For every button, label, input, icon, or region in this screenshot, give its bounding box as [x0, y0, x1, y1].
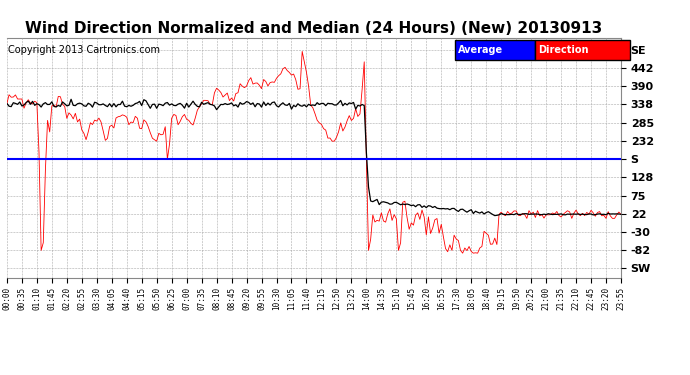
Text: Average: Average: [458, 45, 504, 55]
Title: Wind Direction Normalized and Median (24 Hours) (New) 20130913: Wind Direction Normalized and Median (24…: [26, 21, 602, 36]
Text: Copyright 2013 Cartronics.com: Copyright 2013 Cartronics.com: [8, 45, 159, 55]
Text: Direction: Direction: [538, 45, 589, 55]
FancyBboxPatch shape: [455, 40, 535, 60]
FancyBboxPatch shape: [535, 40, 630, 60]
